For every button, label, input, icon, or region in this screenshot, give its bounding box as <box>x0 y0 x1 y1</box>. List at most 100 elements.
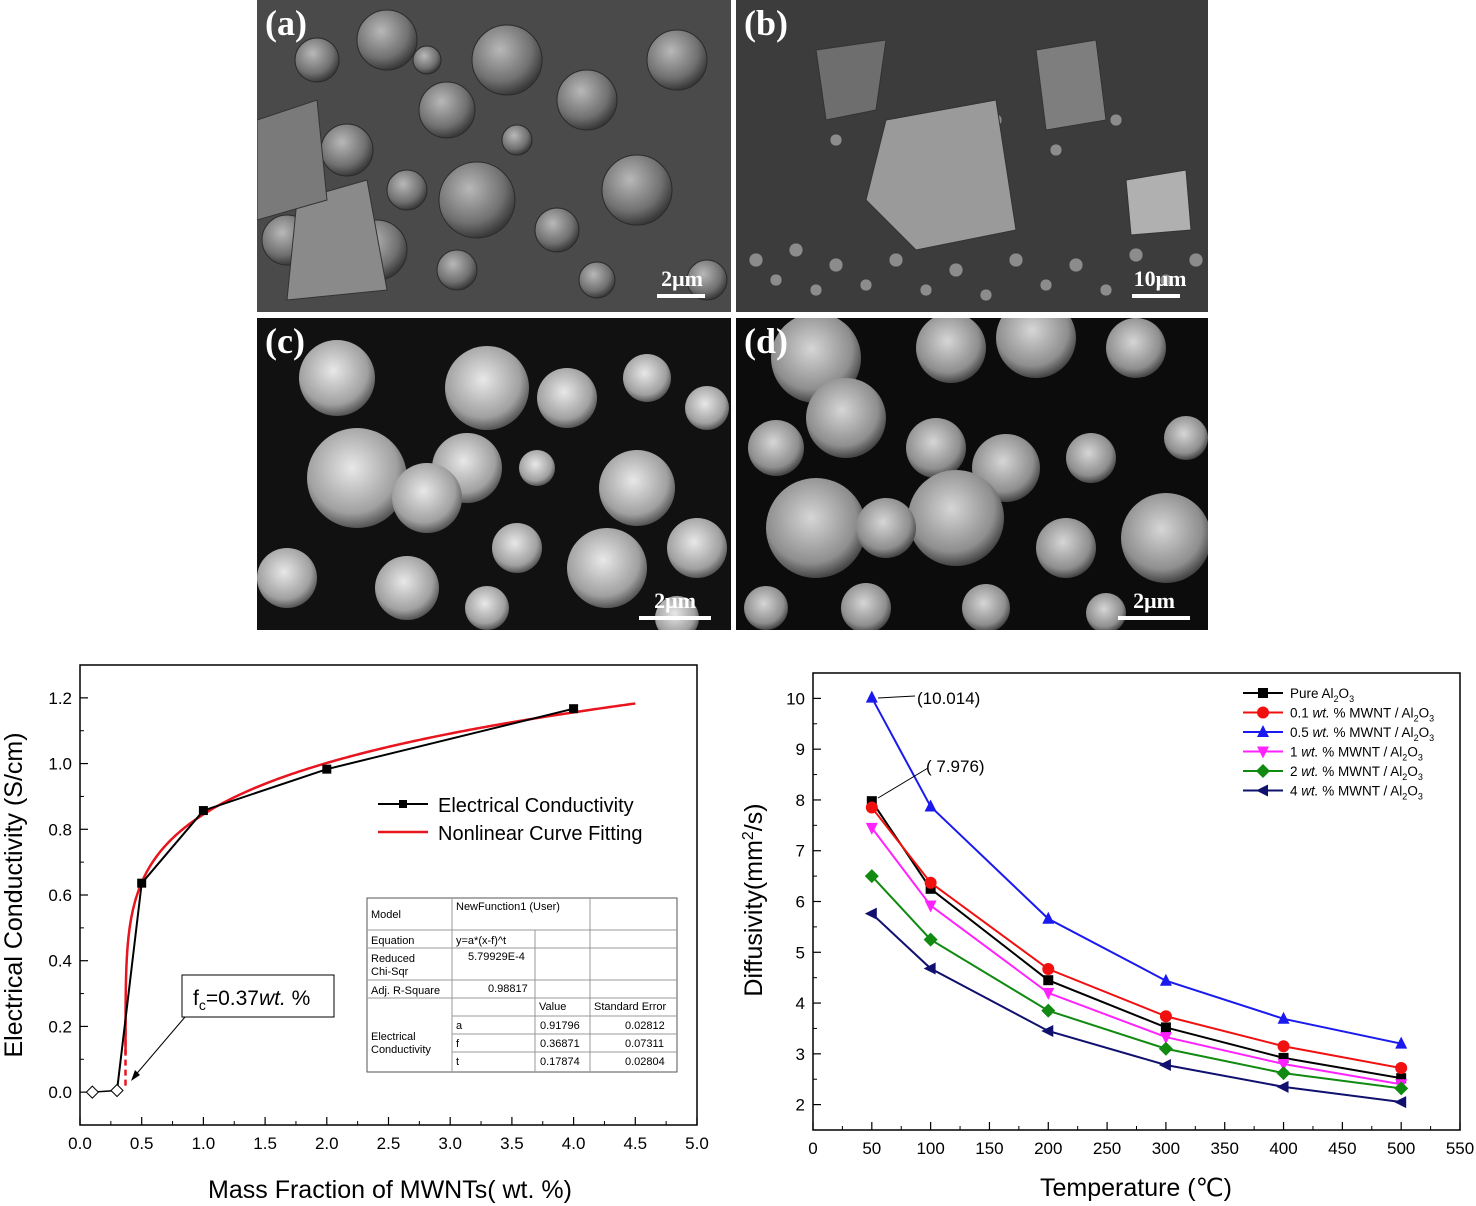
sem-image-d <box>736 318 1208 630</box>
conductivity-plot-frame <box>79 664 698 1126</box>
y-tick-label: 0.2 <box>48 1017 72 1036</box>
x-tick-label: 0.0 <box>68 1134 92 1153</box>
fit-table-rsq-value: 0.98817 <box>488 983 528 995</box>
fit-table-equation-label: Equation <box>371 935 414 947</box>
y-tick-label: 0.4 <box>48 952 72 971</box>
conductivity-series <box>85 704 579 1099</box>
open-points-line <box>92 1089 118 1093</box>
legend-label: 4 wt. % MWNT / Al2O3 <box>1290 784 1423 802</box>
x-tick-label: 350 <box>1211 1139 1239 1158</box>
diffusivity-point <box>1276 1080 1289 1093</box>
x-tick-label: 250 <box>1093 1139 1121 1158</box>
fit-param-value: 0.91796 <box>540 1020 580 1032</box>
diffusivity-point <box>1158 1059 1171 1072</box>
panel-label-b: (b) <box>744 3 788 43</box>
x-tick-label: 550 <box>1446 1139 1474 1158</box>
y-tick-label: 6 <box>796 893 805 912</box>
legend-label: 1 wt. % MWNT / Al2O3 <box>1290 745 1423 763</box>
diffusivity-point <box>923 962 936 975</box>
fit-table-params: a 0.91796 0.02812 f 0.36871 0.07311 t 0.17874 0.… <box>456 1020 665 1068</box>
diffusivity-point <box>1395 1036 1408 1049</box>
legend-marker <box>1256 764 1270 778</box>
fit-param-name: f <box>456 1038 460 1050</box>
diffusivity-point <box>1395 1079 1408 1092</box>
annotation-10014: (10.014) <box>917 689 980 708</box>
fit-table-model-value: NewFunction1 (User) <box>456 901 560 913</box>
diffusivity-point <box>865 690 878 703</box>
fit-param-error: 0.07311 <box>625 1038 664 1050</box>
fit-table-model-label: Model <box>371 909 401 921</box>
sem-panel-a: (a) 2μm <box>257 0 731 312</box>
sem-panel-d: (d) 2μm <box>736 318 1208 630</box>
legend-label-fit: Nonlinear Curve Fitting <box>438 823 643 845</box>
fc-annotation-box <box>181 974 335 1018</box>
y-tick-label: 5 <box>796 943 805 962</box>
fit-table: Model NewFunction1 (User) Equation y=a*(… <box>366 897 678 1073</box>
diffusivity-series-line <box>871 827 1402 1086</box>
fit-table-chisqr-label: Reduced Chi-Sqr <box>371 953 415 978</box>
y-tick-label: 0.0 <box>48 1083 72 1102</box>
diffusivity-point <box>1159 1010 1172 1023</box>
y-tick-label: 0.8 <box>48 820 72 839</box>
conductivity-point <box>198 806 208 816</box>
fit-curve-line <box>124 702 636 1054</box>
diffusivity-point <box>1277 1058 1290 1071</box>
legend-marker <box>1257 706 1269 719</box>
fc-annotation-arrowhead <box>131 1070 140 1081</box>
y-tick-label: 1.0 <box>48 755 72 774</box>
open-point <box>85 1085 100 1099</box>
fit-param-value: 0.36871 <box>540 1038 580 1050</box>
fit-table-equation-value: y=a*(x-f)^t <box>456 935 506 947</box>
y-tick-label: 1.2 <box>48 689 72 708</box>
diffusivity-y-axis-label: Diffusivity(mm2/s) <box>740 803 768 996</box>
diffusivity-point <box>925 883 936 894</box>
conductivity-point <box>322 764 332 774</box>
diffusivity-point <box>924 799 937 812</box>
x-tick-label: 150 <box>975 1139 1003 1158</box>
scale-label-a: 2μm <box>661 266 703 291</box>
legend-label: Pure Al2O3 <box>1290 686 1354 704</box>
diffusivity-x-axis-label: Temperature (℃) <box>1040 1174 1232 1202</box>
conductivity-point <box>569 704 579 714</box>
x-tick-label: 2.0 <box>315 1134 339 1153</box>
diffusivity-plot-frame <box>812 672 1461 1131</box>
diffusivity-point <box>1159 973 1172 986</box>
y-tick-label: 2 <box>796 1096 805 1115</box>
legend-marker <box>1256 784 1268 797</box>
diffusivity-point <box>1396 1073 1407 1084</box>
diffusivity-series <box>864 690 1409 1109</box>
x-tick-label: 4.5 <box>623 1134 647 1153</box>
x-tick-label: 2.5 <box>377 1134 401 1153</box>
x-tick-label: 3.0 <box>438 1134 462 1153</box>
open-point <box>110 1083 124 1098</box>
diffusivity-point <box>865 822 878 835</box>
annotation-line-7976 <box>877 767 929 799</box>
sem-panel-c: (c) 2μm <box>257 318 731 630</box>
x-tick-label: 0 <box>808 1139 817 1158</box>
panel-label-d: (d) <box>744 321 788 361</box>
scale-bar-d <box>1118 616 1190 620</box>
legend-marker-conductivity <box>399 800 407 808</box>
panel-label-c: (c) <box>265 321 305 361</box>
fit-param-error: 0.02812 <box>625 1020 665 1032</box>
annotation-line-10014 <box>877 695 916 699</box>
annotation-7976: ( 7.976) <box>926 757 985 776</box>
diffusivity-point <box>866 796 877 807</box>
diffusivity-point <box>1394 1081 1409 1096</box>
x-tick-label: 500 <box>1387 1139 1415 1158</box>
fit-param-name: a <box>456 1020 463 1032</box>
diffusivity-series-line <box>871 806 1402 1070</box>
x-tick-label: 3.5 <box>500 1134 524 1153</box>
y-tick-label: 10 <box>786 689 805 708</box>
scale-bar-a <box>657 294 705 298</box>
scale-bar-b <box>1132 294 1180 298</box>
y-tick-label: 7 <box>796 842 805 861</box>
diffusivity-series-line <box>871 875 1402 1090</box>
y-tick-label: 8 <box>796 791 805 810</box>
x-tick-label: 1.5 <box>253 1134 277 1153</box>
x-tick-label: 300 <box>1152 1139 1180 1158</box>
diffusivity-series-line <box>870 800 1402 1080</box>
legend-marker <box>1257 746 1269 759</box>
sem-image-b <box>736 0 1208 312</box>
legend-marker <box>1258 688 1268 698</box>
